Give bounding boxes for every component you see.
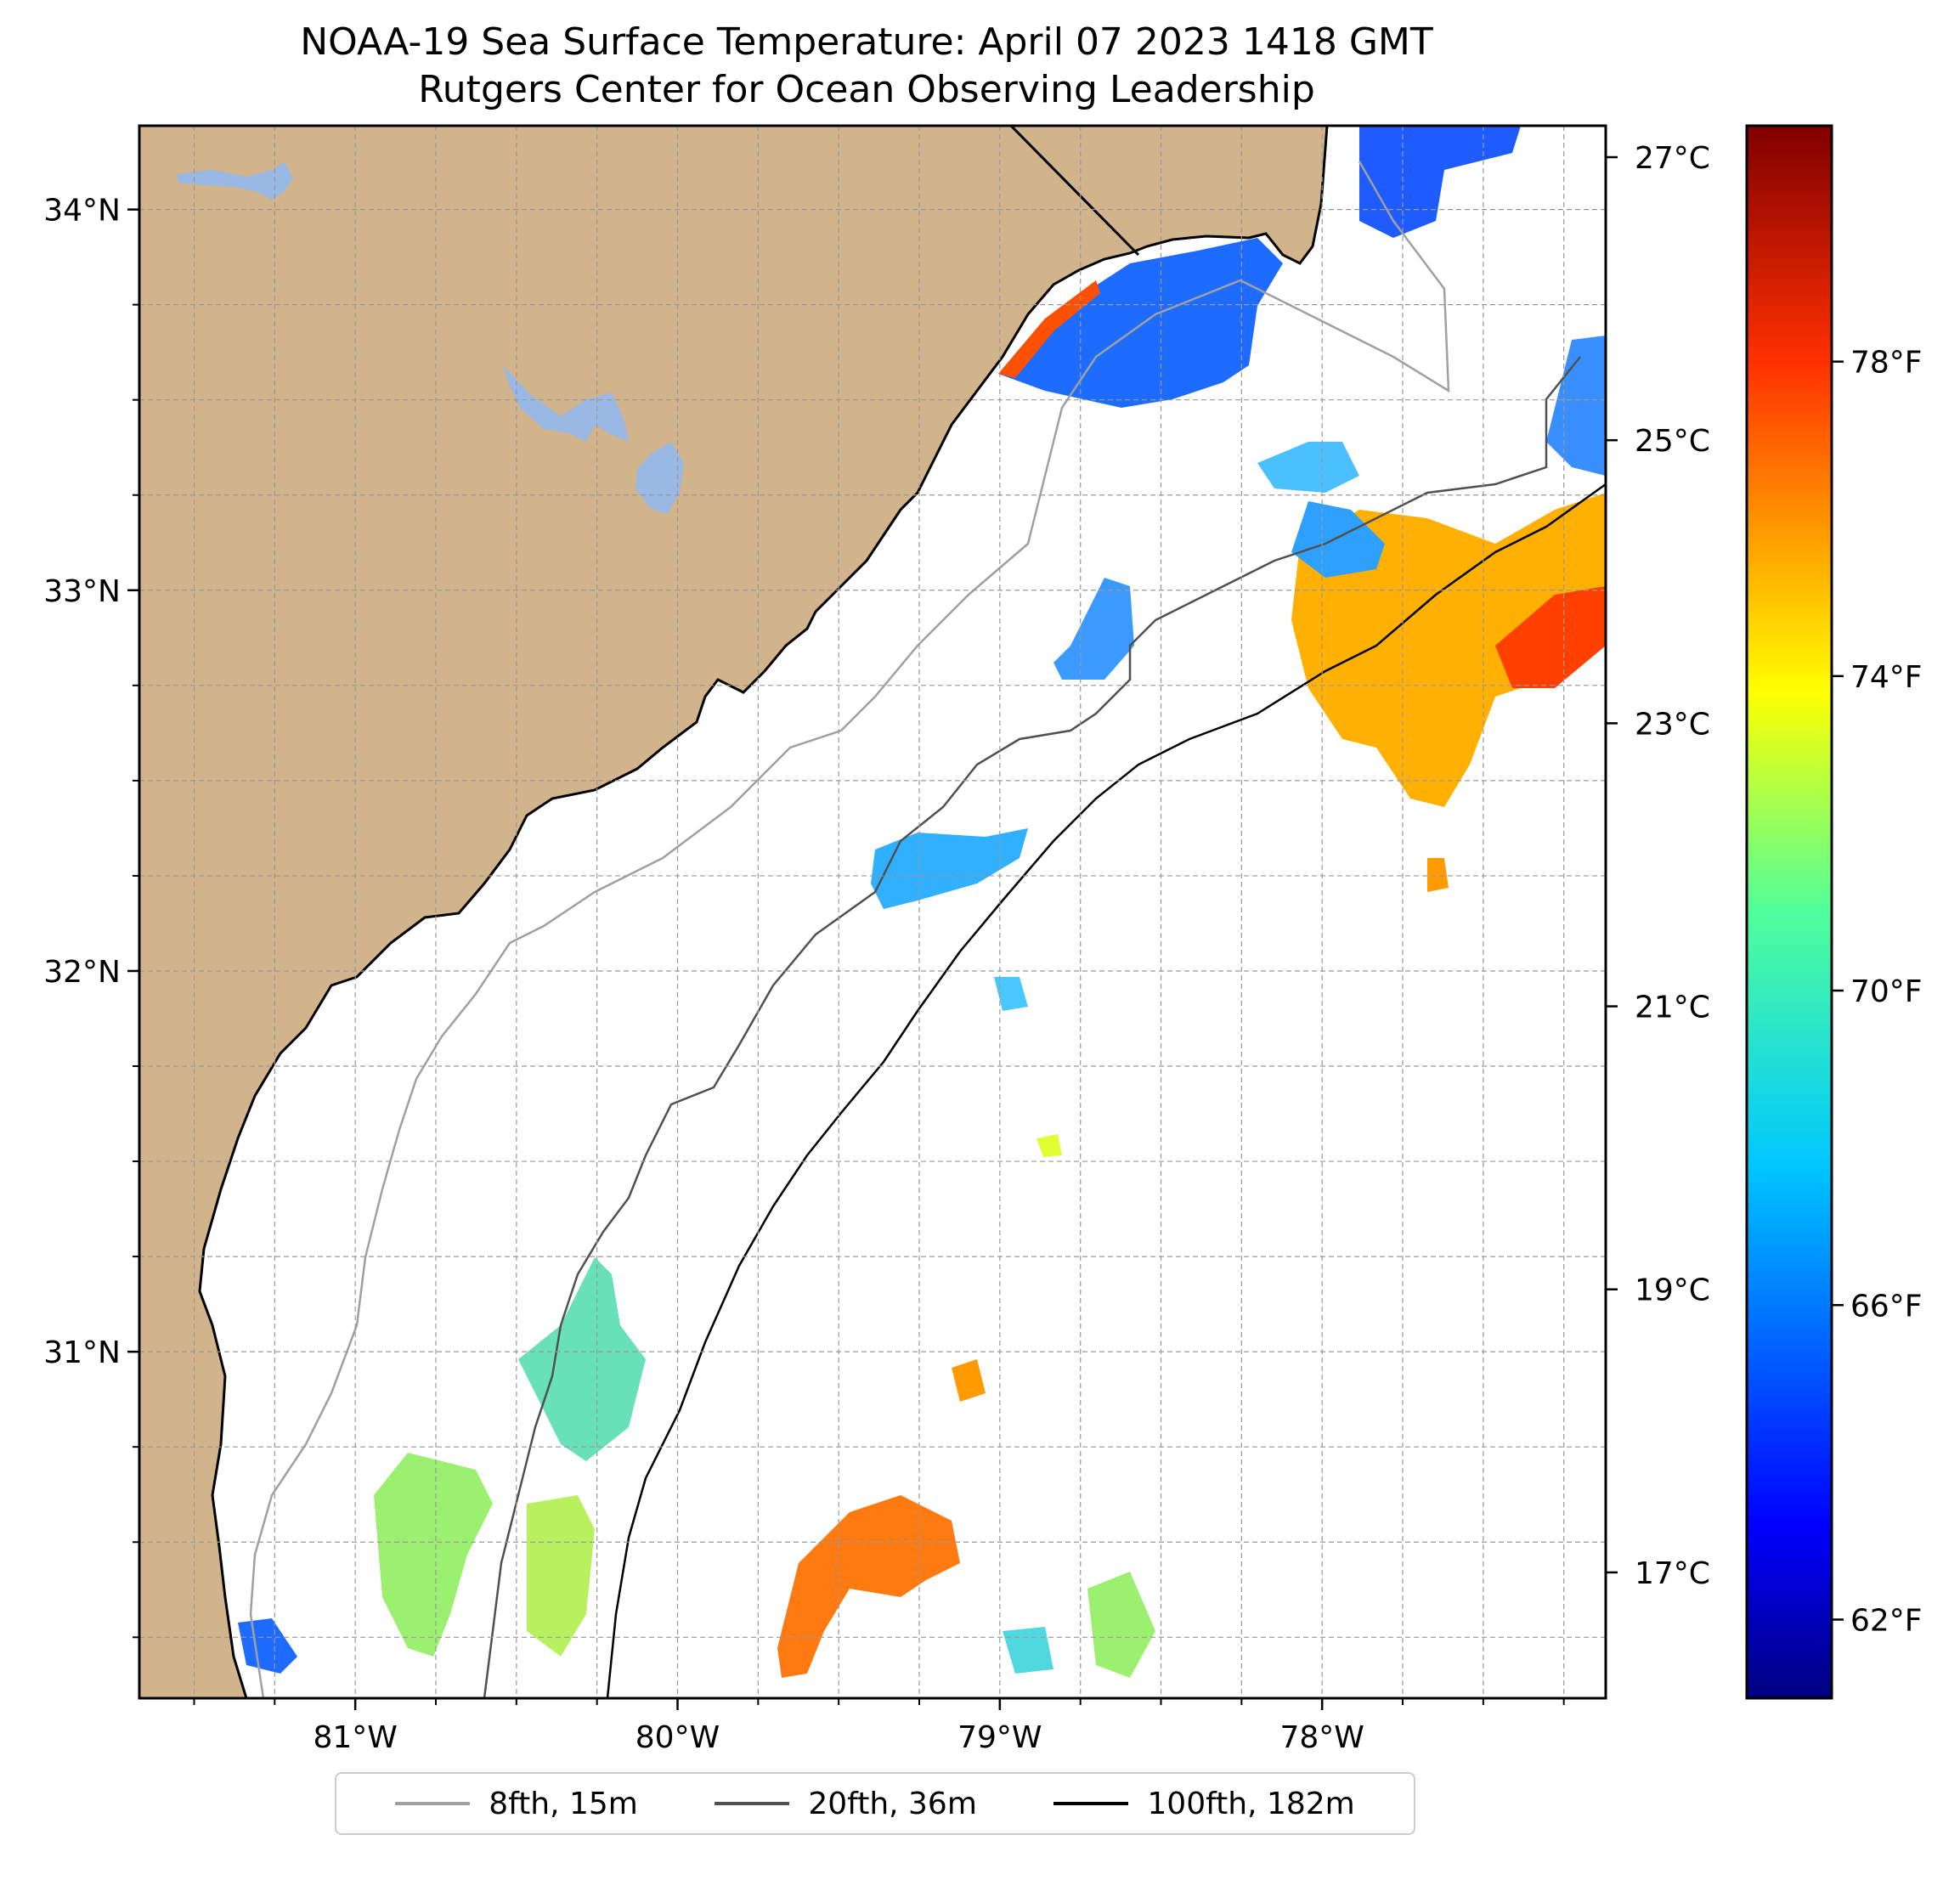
colorbar-label-c: 25°C xyxy=(1635,424,1710,459)
map-frame xyxy=(138,124,1607,1700)
sst-patch-south-2 xyxy=(374,1453,493,1657)
legend-line-20fth xyxy=(715,1802,790,1805)
sst-patch-south-1 xyxy=(518,1257,646,1461)
tick-label-lat: 32°N xyxy=(43,955,121,990)
lake-marion xyxy=(503,365,629,442)
colorbar-label-c: 23°C xyxy=(1635,707,1710,742)
legend-item-8fth: 8fth, 15m xyxy=(395,1787,638,1821)
map-subtitle: Rutgers Center for Ocean Observing Leade… xyxy=(418,68,1315,111)
map-panel xyxy=(139,126,1606,1698)
colorbar-label-c: 17°C xyxy=(1635,1556,1710,1591)
legend-label-100fth: 100fth, 182m xyxy=(1147,1786,1355,1821)
colorbar xyxy=(1745,124,1833,1700)
sst-patch-south-warm xyxy=(777,1495,960,1678)
legend-item-100fth: 100fth, 182m xyxy=(1053,1786,1355,1821)
lake-upper xyxy=(177,161,293,200)
colorbar-ticks: 78°F 74°F 70°F 66°F 62°F 27°C 25°C 23°C 21°C 19°C… xyxy=(1606,141,1923,1638)
tick-label-lon: 78°W xyxy=(1279,1720,1364,1755)
contour-100fth xyxy=(606,483,1606,1698)
state-border xyxy=(1009,126,1140,257)
colorbar-label-c: 21°C xyxy=(1635,991,1710,1025)
sst-patch-mid-shelf xyxy=(871,828,1028,909)
sst-patch-south-3 xyxy=(527,1495,595,1657)
contour-legend: 8fth, 15m 20fth, 36m 100fth, 182m xyxy=(335,1772,1415,1835)
sst-patch-small-warm-1 xyxy=(1427,858,1449,892)
sst-patch-east-cool xyxy=(1257,442,1359,493)
tick-label-lat: 34°N xyxy=(43,194,121,229)
gridlines xyxy=(139,126,1606,1698)
contour-8fth xyxy=(249,161,1450,1698)
sst-patch-east-warm-2 xyxy=(1495,586,1606,688)
legend-label-20fth: 20fth, 36m xyxy=(808,1786,977,1821)
colorbar-label-f: 74°F xyxy=(1850,660,1923,695)
tick-label-lon: 79°W xyxy=(957,1720,1042,1755)
map-axes: 81°W 80°W 79°W 78°W 34°N 33°N 32°N 31°N xyxy=(43,194,1565,1755)
sst-patch-small-yellow xyxy=(1036,1134,1062,1157)
legend-line-8fth xyxy=(395,1802,471,1805)
legend-line-100fth xyxy=(1053,1802,1129,1805)
tick-label-lon: 80°W xyxy=(635,1720,720,1755)
sst-patch-north-coast xyxy=(998,238,1283,408)
contour-20fth xyxy=(483,356,1581,1698)
tick-label-lat: 33°N xyxy=(43,574,121,609)
map-title: NOAA-19 Sea Surface Temperature: April 0… xyxy=(300,20,1433,64)
colorbar-label-f: 70°F xyxy=(1850,974,1923,1009)
colorbar-label-f: 66°F xyxy=(1850,1289,1923,1324)
sst-patch-east-warm-1 xyxy=(1291,493,1606,807)
sst-patch-small-1 xyxy=(994,977,1028,1011)
tick-label-lat: 31°N xyxy=(43,1335,121,1370)
sst-patch-south-offshore-1 xyxy=(1087,1572,1155,1678)
sst-patch-south-offshore-2 xyxy=(1003,1627,1053,1674)
sst-patch-east-upper xyxy=(1546,336,1606,476)
tick-label-lon: 81°W xyxy=(313,1720,397,1755)
colorbar-label-f: 62°F xyxy=(1850,1603,1923,1638)
lake-moultrie xyxy=(635,442,684,514)
sst-patch-mid-offshore xyxy=(1053,578,1134,680)
colorbar-label-c: 19°C xyxy=(1635,1273,1710,1308)
colorbar-label-c: 27°C xyxy=(1635,141,1710,176)
legend-item-20fth: 20fth, 36m xyxy=(715,1787,977,1821)
sst-patches xyxy=(238,126,1606,1678)
legend-label-8fth: 8fth, 15m xyxy=(489,1786,638,1821)
sst-patch-central-east xyxy=(1291,501,1385,578)
colorbar-label-f: 78°F xyxy=(1850,346,1923,381)
sst-patch-small-warm-2 xyxy=(952,1359,986,1402)
